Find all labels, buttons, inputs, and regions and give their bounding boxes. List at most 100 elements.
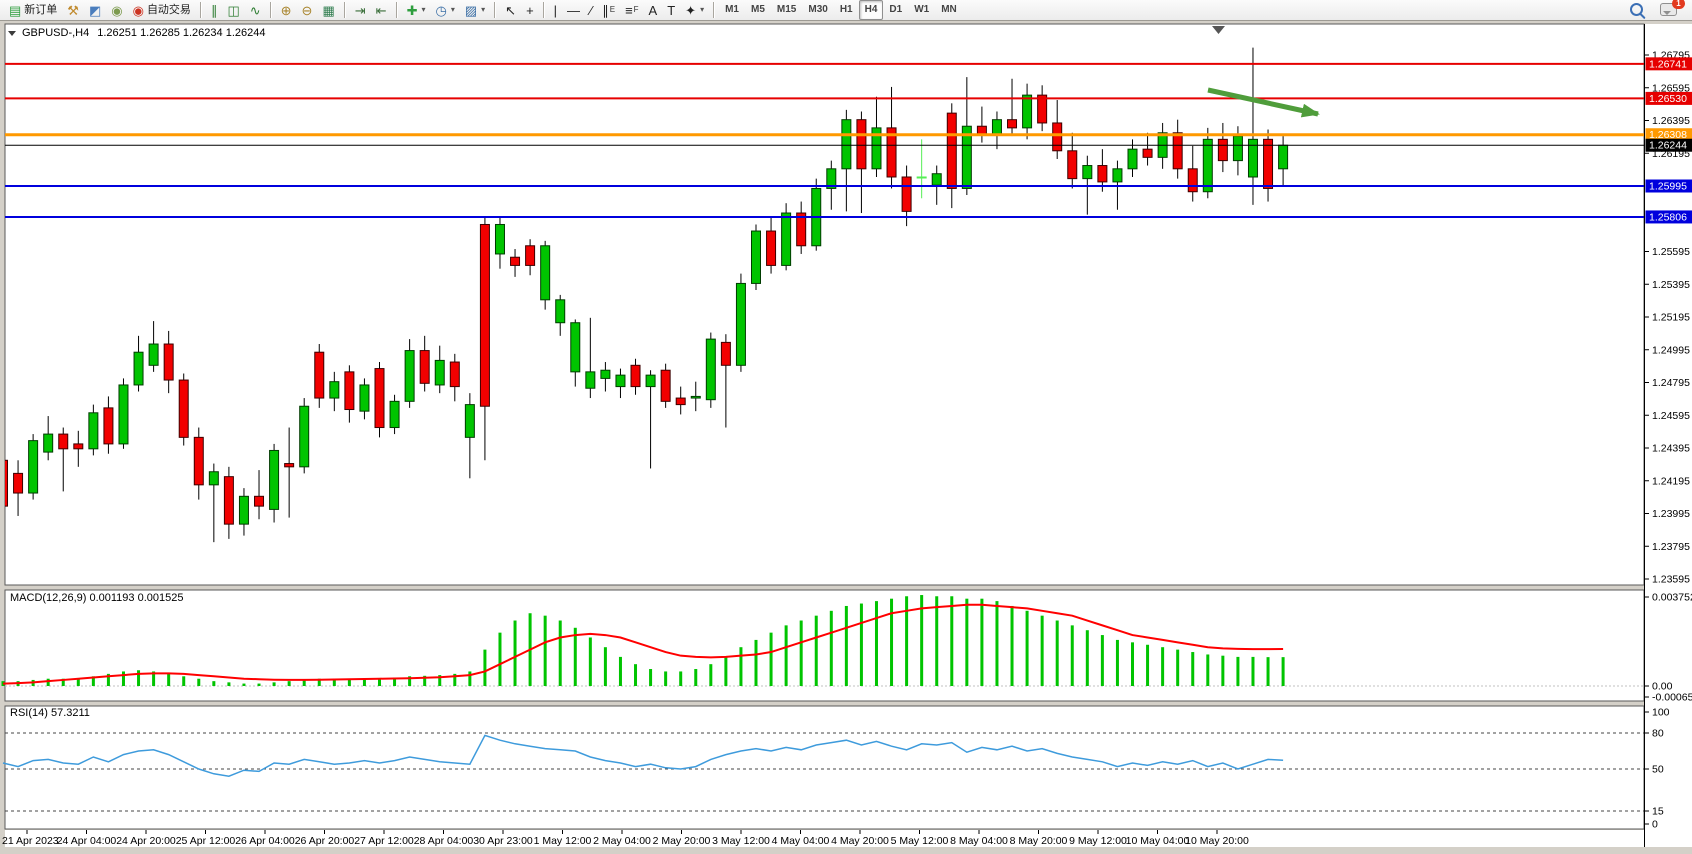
periods-button[interactable]: ◷ ▾ [430, 0, 459, 20]
candle [856, 119, 867, 170]
zoom-out-button[interactable]: ⊖ [297, 0, 318, 20]
price-axis-column [1645, 24, 1692, 847]
svg-text:1.25995: 1.25995 [1649, 181, 1687, 193]
main-chart-pane [4, 23, 1645, 586]
svg-text:0.003752: 0.003752 [1652, 592, 1692, 604]
candle [28, 440, 39, 494]
svg-text:1.25395: 1.25395 [1652, 279, 1690, 291]
candle [1247, 138, 1258, 178]
chart-shift-button[interactable]: ⇤ [371, 0, 392, 20]
candle [540, 245, 551, 301]
timeframe-button-h1[interactable]: H1 [839, 4, 853, 15]
cursor-button[interactable]: ↖ [500, 0, 521, 20]
svg-text:1.25195: 1.25195 [1652, 312, 1690, 324]
candle [1278, 144, 1289, 170]
svg-text:80: 80 [1652, 728, 1664, 740]
line-chart-button[interactable]: ∿ [245, 0, 266, 20]
timeframe-button-d1[interactable]: D1 [889, 4, 903, 15]
toolbar-separator [199, 2, 202, 18]
text-button[interactable]: A [644, 0, 663, 20]
trendline-icon: ∕ [590, 2, 593, 18]
indicators-button[interactable]: ✚ ▾ [402, 0, 431, 20]
candle [946, 112, 957, 189]
new-order-button[interactable]: ▤ 新订单 [4, 0, 62, 20]
timeframe-button-m5[interactable]: M5 [751, 4, 765, 15]
main-toolbar: ▤ 新订单 ⚒ ◩ ◉ ◉ 自动交易 ∥ ◫ ∿ ⊕ ⊖ ▦ ⇥ ⇤ ✚ ▾ ◷ ▾ ▨ ▾ ↖ + | — ∕ ∥ E ≡ F A T ✦ ▾ M… [0, 0, 1692, 21]
toolbar-separator [343, 2, 346, 18]
timeframe-button-m30[interactable]: M30 [808, 4, 828, 15]
tile-windows-button[interactable]: ▦ [317, 0, 339, 20]
chat-notifications-icon[interactable]: 1 [1660, 0, 1685, 17]
svg-text:1.24395: 1.24395 [1652, 443, 1690, 455]
trendline-button[interactable]: ∕ [585, 0, 597, 20]
crosshair-icon: + [526, 2, 534, 18]
candle [1097, 165, 1108, 183]
timeframe-button-h4[interactable]: H4 [858, 0, 884, 20]
crosshair-button[interactable]: + [521, 0, 539, 20]
svg-text:1.26308: 1.26308 [1649, 129, 1687, 141]
arrows-button[interactable]: ✦ ▾ [680, 0, 709, 20]
chart-shift-marker[interactable] [1212, 26, 1225, 34]
candle [961, 125, 972, 189]
candle [43, 433, 54, 453]
tile-windows-icon: ▦ [322, 2, 335, 18]
equidistant-channel-button[interactable]: ∥ E [597, 0, 620, 20]
text-label-button[interactable]: T [662, 0, 680, 20]
candle [901, 176, 912, 212]
templates-button[interactable]: ▨ ▾ [460, 0, 490, 20]
timeframe-button-mn[interactable]: MN [941, 4, 957, 15]
timeframe-button-m1[interactable]: M1 [725, 4, 739, 15]
candle [13, 472, 24, 494]
svg-text:15: 15 [1652, 806, 1664, 818]
candle [916, 176, 927, 179]
bar-chart-button[interactable]: ∥ [206, 0, 223, 20]
candle [1007, 119, 1018, 129]
price-axis[interactable]: 1.267951.265951.263951.261951.255951.253… [1645, 50, 1692, 586]
svg-text:30 Apr 23:00: 30 Apr 23:00 [473, 835, 533, 847]
timeframe-button-m15[interactable]: M15 [776, 4, 797, 15]
symbol-collapse-arrow-icon[interactable] [8, 31, 16, 36]
svg-text:21 Apr 2023: 21 Apr 2023 [2, 835, 59, 847]
gavel-icon-button[interactable]: ⚒ [62, 0, 84, 20]
candle [208, 471, 219, 486]
candle [1142, 148, 1153, 158]
icon-modifier-letter: E [609, 5, 616, 14]
svg-text:8 May 04:00: 8 May 04:00 [950, 835, 1008, 847]
search-icon[interactable] [1630, 3, 1646, 17]
horizontal-line-button[interactable]: — [562, 0, 585, 20]
cursor-icon: ↖ [505, 2, 517, 18]
text-icon: A [648, 2, 658, 18]
macd-axis[interactable]: 0.003752 0.00-0.000656 [1645, 592, 1692, 704]
candle [931, 173, 942, 186]
candle [705, 338, 716, 401]
vertical-line-button[interactable]: | [549, 0, 562, 20]
chart-ohlc-values: 1.26251 1.26285 1.26234 1.26244 [97, 27, 266, 39]
svg-text:1.24995: 1.24995 [1652, 344, 1690, 356]
candle [510, 256, 521, 266]
candle [359, 384, 370, 412]
svg-text:2 May 04:00: 2 May 04:00 [593, 835, 651, 847]
dropdown-caret-icon: ▾ [700, 5, 705, 14]
zoom-in-button[interactable]: ⊕ [276, 0, 297, 20]
candle [991, 119, 1002, 135]
candlestick-chart-button[interactable]: ◫ [222, 0, 244, 20]
rsi-indicator-label: RSI(14) 57.3211 [10, 707, 90, 719]
publisher-button[interactable]: ◩ [84, 0, 106, 20]
candle [238, 495, 249, 525]
sounds-button[interactable]: ◉ [106, 0, 127, 20]
trend-arrow-annotation[interactable] [1207, 87, 1320, 118]
timeframe-button-w1[interactable]: W1 [914, 4, 930, 15]
svg-text:1.24195: 1.24195 [1652, 475, 1690, 487]
candle [525, 245, 536, 266]
candle [781, 212, 792, 266]
auto-scroll-button[interactable]: ⇥ [350, 0, 371, 20]
svg-text:10 May 04:00: 10 May 04:00 [1126, 835, 1190, 847]
autotrading-button[interactable]: ◉ 自动交易 [128, 0, 196, 20]
candle [841, 119, 852, 170]
horizontal-level-lines[interactable] [5, 62, 1644, 218]
rsi-axis[interactable]: 100 80 50 150 [1645, 707, 1670, 831]
candle [660, 369, 671, 402]
fibonacci-button[interactable]: ≡ F [620, 0, 643, 20]
